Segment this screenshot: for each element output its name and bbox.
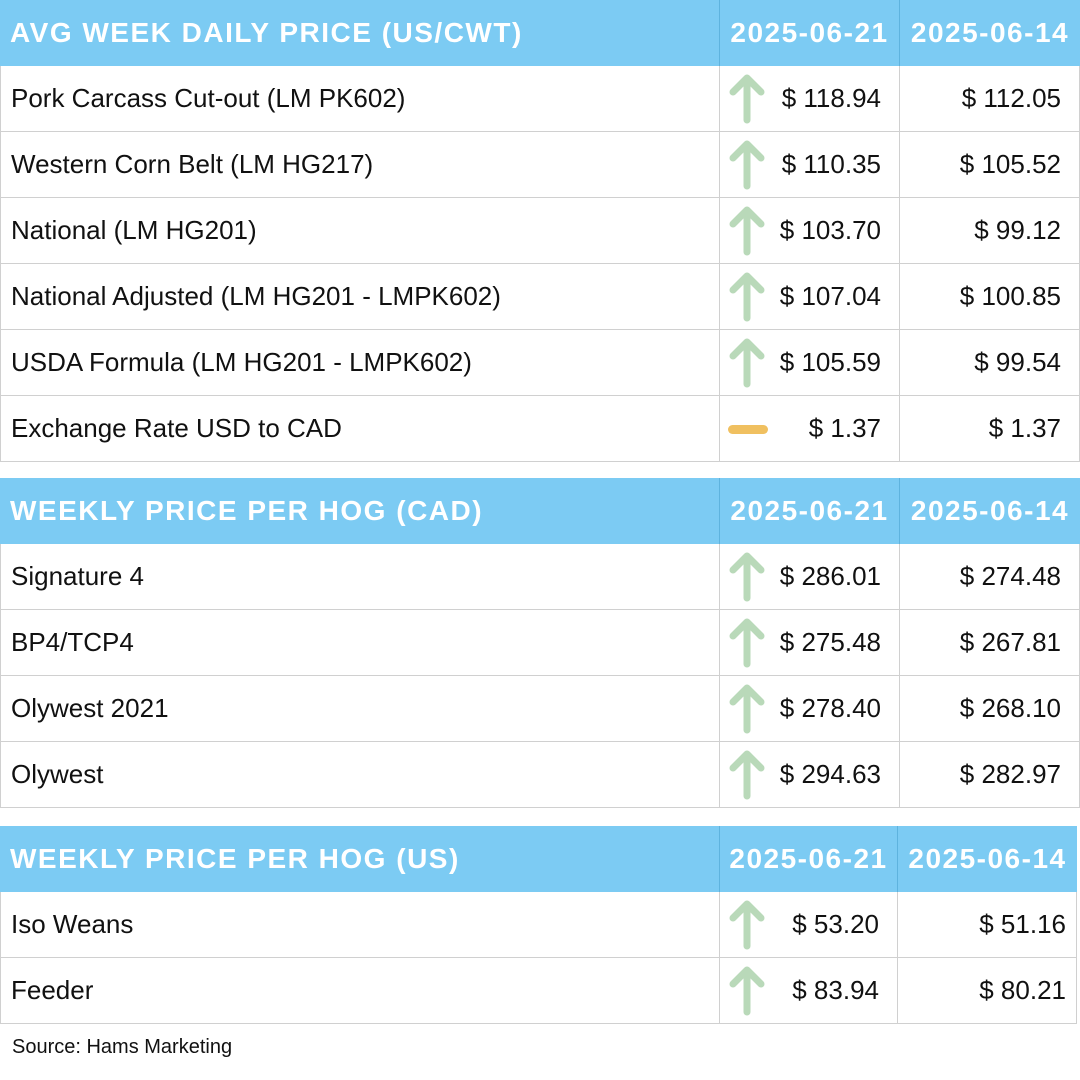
date-current-header: 2025-06-21: [720, 478, 900, 544]
current-price: $ 110.35: [781, 149, 881, 179]
previous-price: $ 99.12: [900, 198, 1080, 263]
row-label: National Adjusted (LM HG201 - LMPK602): [0, 264, 720, 329]
table-row: Pork Carcass Cut-out (LM PK602) $ 118.94…: [0, 66, 1080, 132]
date-current-header: 2025-06-21: [720, 0, 900, 66]
row-label: USDA Formula (LM HG201 - LMPK602): [0, 330, 720, 395]
avg-week-daily-price-table: AVG WEEK DAILY PRICE (US/CWT) 2025-06-21…: [0, 0, 1080, 462]
row-label: Olywest 2021: [0, 676, 720, 741]
row-label: National (LM HG201): [0, 198, 720, 263]
current-price-cell: $ 105.59: [720, 330, 900, 395]
current-price: $ 107.04: [779, 281, 881, 311]
source-note: Source: Hams Marketing: [12, 1036, 233, 1058]
current-price-cell: $ 107.04: [720, 264, 900, 329]
current-price-cell: $ 118.94: [720, 66, 900, 131]
up-arrow-icon: [729, 552, 765, 602]
row-label: Feeder: [0, 958, 720, 1023]
table-row: National (LM HG201) $ 103.70 $ 99.12: [0, 198, 1080, 264]
flat-dash-icon: [728, 425, 768, 434]
table-row: National Adjusted (LM HG201 - LMPK602) $…: [0, 264, 1080, 330]
previous-price: $ 99.54: [900, 330, 1080, 395]
up-arrow-icon: [729, 338, 765, 388]
table-header: WEEKLY PRICE PER HOG (CAD) 2025-06-21 20…: [0, 478, 1080, 544]
table-row: BP4/TCP4 $ 275.48 $ 267.81: [0, 610, 1080, 676]
row-label: Signature 4: [0, 544, 720, 609]
current-price: $ 286.01: [779, 561, 881, 591]
table-row: USDA Formula (LM HG201 - LMPK602) $ 105.…: [0, 330, 1080, 396]
date-previous-header: 2025-06-14: [908, 843, 1067, 874]
previous-price: $ 268.10: [900, 676, 1080, 741]
current-price-cell: $ 286.01: [720, 544, 900, 609]
date-previous-header: 2025-06-14: [910, 495, 1070, 526]
weekly-price-per-hog-cad-table: WEEKLY PRICE PER HOG (CAD) 2025-06-21 20…: [0, 478, 1080, 808]
current-price: $ 103.70: [779, 215, 881, 245]
previous-price: $ 51.16: [898, 892, 1077, 957]
current-price-cell: $ 294.63: [720, 742, 900, 807]
table-row: Olywest $ 294.63 $ 282.97: [0, 742, 1080, 808]
up-arrow-icon: [729, 140, 765, 190]
table-title: WEEKLY PRICE PER HOG (US): [0, 826, 720, 892]
current-price: $ 105.59: [779, 347, 881, 377]
current-price: $ 53.20: [792, 909, 879, 939]
date-current-header: 2025-06-21: [720, 826, 898, 892]
current-price: $ 118.94: [781, 83, 881, 113]
up-arrow-icon: [729, 618, 765, 668]
current-price: $ 278.40: [779, 693, 881, 723]
current-price-cell: $ 53.20: [720, 892, 898, 957]
table-row: Iso Weans $ 53.20 $ 51.16: [0, 892, 1077, 958]
up-arrow-icon: [729, 900, 765, 950]
current-price-cell: $ 278.40: [720, 676, 900, 741]
previous-price: $ 80.21: [898, 958, 1077, 1023]
previous-price: $ 274.48: [900, 544, 1080, 609]
weekly-price-per-hog-us-table: WEEKLY PRICE PER HOG (US) 2025-06-21 202…: [0, 826, 1077, 1024]
up-arrow-icon: [729, 272, 765, 322]
previous-price: $ 100.85: [900, 264, 1080, 329]
up-arrow-icon: [729, 74, 765, 124]
up-arrow-icon: [729, 206, 765, 256]
date-previous-header: 2025-06-14: [910, 17, 1070, 48]
table-title: WEEKLY PRICE PER HOG (CAD): [0, 478, 720, 544]
current-price: $ 1.37: [808, 413, 881, 443]
current-price: $ 294.63: [779, 759, 881, 789]
row-label: BP4/TCP4: [0, 610, 720, 675]
current-price-cell: $ 103.70: [720, 198, 900, 263]
up-arrow-icon: [729, 684, 765, 734]
table-row: Exchange Rate USD to CAD $ 1.37 $ 1.37: [0, 396, 1080, 462]
table-header: AVG WEEK DAILY PRICE (US/CWT) 2025-06-21…: [0, 0, 1080, 66]
up-arrow-icon: [729, 966, 765, 1016]
previous-price: $ 267.81: [900, 610, 1080, 675]
table-row: Olywest 2021 $ 278.40 $ 268.10: [0, 676, 1080, 742]
previous-price: $ 112.05: [900, 66, 1080, 131]
current-price-cell: $ 110.35: [720, 132, 900, 197]
current-price-cell: $ 83.94: [720, 958, 898, 1023]
row-label: Exchange Rate USD to CAD: [0, 396, 720, 461]
table-row: Western Corn Belt (LM HG217) $ 110.35 $ …: [0, 132, 1080, 198]
table-row: Signature 4 $ 286.01 $ 274.48: [0, 544, 1080, 610]
current-price-cell: $ 1.37: [720, 396, 900, 461]
current-price-cell: $ 275.48: [720, 610, 900, 675]
row-label: Western Corn Belt (LM HG217): [0, 132, 720, 197]
row-label: Iso Weans: [0, 892, 720, 957]
up-arrow-icon: [729, 750, 765, 800]
table-title: AVG WEEK DAILY PRICE (US/CWT): [0, 0, 720, 66]
previous-price: $ 1.37: [900, 396, 1080, 461]
previous-price: $ 282.97: [900, 742, 1080, 807]
current-price: $ 83.94: [792, 975, 879, 1005]
row-label: Pork Carcass Cut-out (LM PK602): [0, 66, 720, 131]
current-price: $ 275.48: [779, 627, 881, 657]
row-label: Olywest: [0, 742, 720, 807]
table-header: WEEKLY PRICE PER HOG (US) 2025-06-21 202…: [0, 826, 1077, 892]
previous-price: $ 105.52: [900, 132, 1080, 197]
table-row: Feeder $ 83.94 $ 80.21: [0, 958, 1077, 1024]
